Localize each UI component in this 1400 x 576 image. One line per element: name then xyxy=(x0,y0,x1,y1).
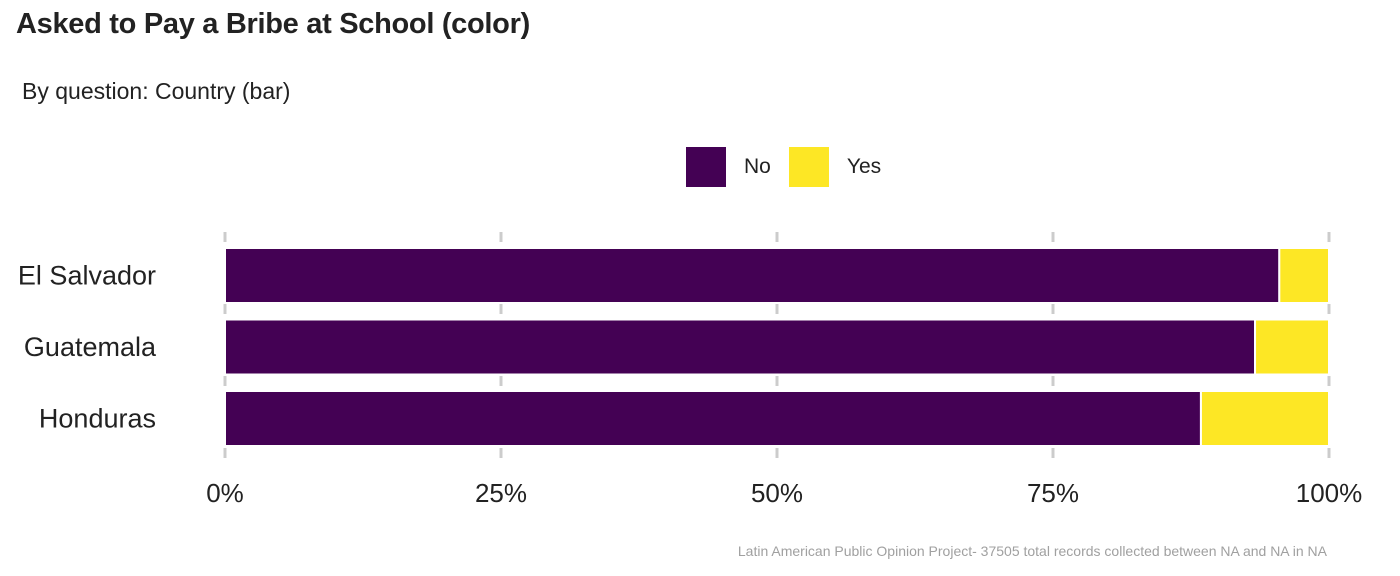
x-tick-label: 0% xyxy=(206,478,244,508)
legend-label-no: No xyxy=(744,155,771,178)
bar-no-guatemala xyxy=(224,318,1257,376)
x-tick-label: 100% xyxy=(1296,478,1363,508)
bar-yes-el-salvador xyxy=(1278,247,1330,304)
chart-caption: Latin American Public Opinion Project- 3… xyxy=(737,543,1327,559)
bar-no-el-salvador xyxy=(224,247,1281,304)
legend-swatch-no xyxy=(686,147,726,187)
bar-yes-honduras xyxy=(1199,390,1331,447)
bar-yes-guatemala xyxy=(1254,318,1330,376)
legend-label-yes: Yes xyxy=(846,155,882,178)
chart-subtitle: By question: Country (bar) xyxy=(22,78,291,104)
y-tick-label: Honduras xyxy=(39,404,156,434)
legend-item-yes: Yes xyxy=(788,147,882,187)
legend: No Yes xyxy=(686,147,899,187)
y-tick-label: Guatemala xyxy=(24,332,157,362)
y-tick-label: El Salvador xyxy=(18,261,156,291)
x-tick-label: 50% xyxy=(751,478,803,508)
x-tick-label: 25% xyxy=(475,478,527,508)
x-tick-label: 75% xyxy=(1027,478,1079,508)
legend-item-no: No xyxy=(686,147,771,187)
chart-title: Asked to Pay a Bribe at School (color) xyxy=(16,8,530,40)
bar-no-honduras xyxy=(224,390,1202,447)
legend-swatch-yes xyxy=(788,147,829,187)
